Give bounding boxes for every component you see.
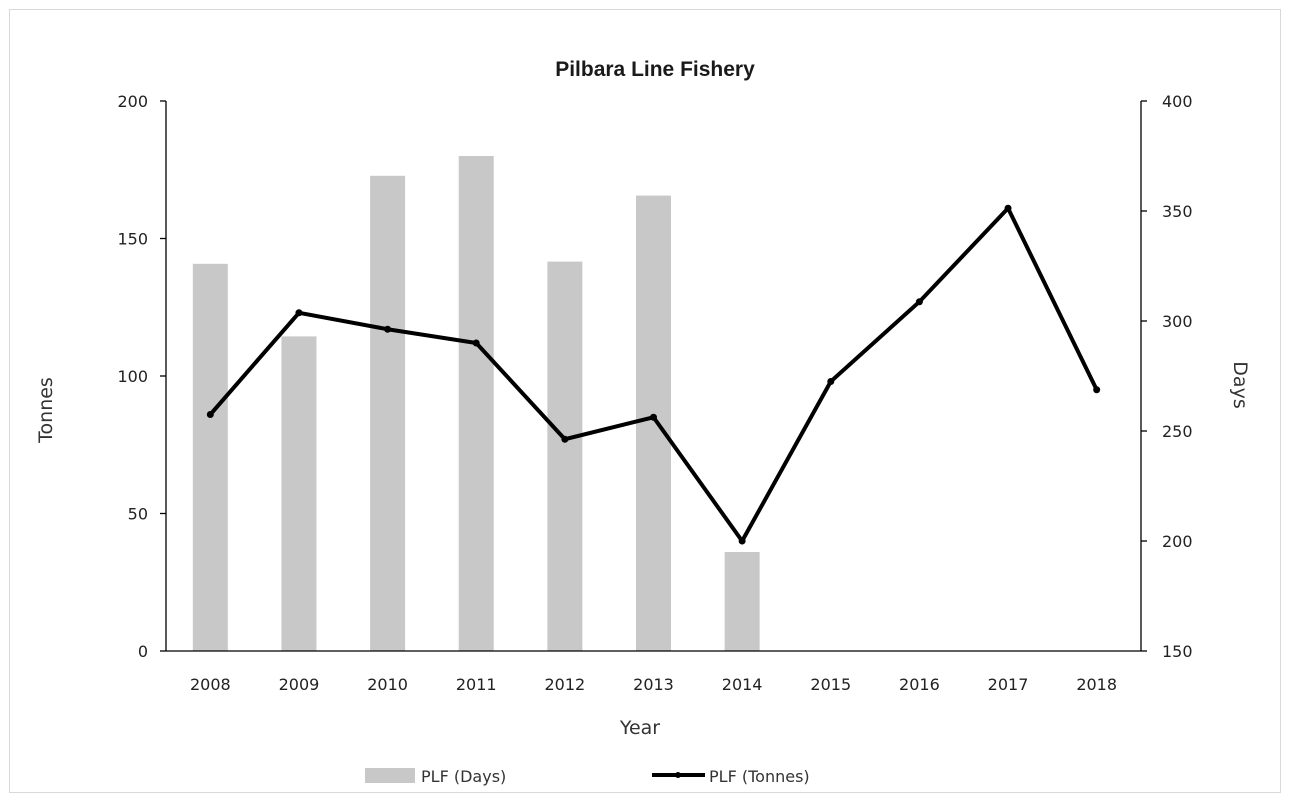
point-tonnes	[206, 411, 214, 418]
x-tick-label: 2008	[190, 675, 231, 694]
legend-swatch-days	[365, 768, 415, 783]
x-tick-label: 2010	[367, 675, 408, 694]
x-tick-label: 2012	[545, 675, 586, 694]
y-axis-right-title: Days	[1229, 361, 1251, 408]
x-tick-label: 2016	[899, 675, 940, 694]
point-tonnes	[384, 325, 392, 333]
x-tick-label: 2014	[722, 675, 763, 694]
bars-group	[192, 156, 760, 652]
x-tick-label: 2009	[279, 675, 320, 694]
line-group	[206, 204, 1101, 545]
point-tonnes	[1004, 204, 1012, 212]
y-left-tick-label: 150	[117, 230, 148, 249]
bar-days	[724, 552, 760, 651]
point-tonnes	[827, 378, 835, 385]
point-tonnes	[915, 298, 923, 306]
ticks-group: 0 50 100 150 200 150 200 250 300 350 400 2008 2009 20…	[117, 92, 1192, 694]
x-axis-title: Year	[619, 717, 660, 739]
x-tick-label: 2013	[633, 675, 674, 694]
legend-marker-tonnes	[675, 772, 681, 778]
x-tick-label: 2017	[988, 675, 1029, 694]
bar-days	[192, 263, 228, 651]
y-right-tick-label: 400	[1162, 92, 1193, 111]
axes-group	[160, 100, 1147, 652]
x-tick-label: 2015	[810, 675, 851, 694]
y-axis-left-title: Tonnes	[35, 377, 57, 444]
bar-days	[636, 195, 671, 651]
point-tonnes	[650, 413, 657, 421]
y-right-tick-label: 250	[1162, 422, 1193, 441]
legend: PLF (Days) PLF (Tonnes)	[365, 767, 810, 786]
bar-days	[547, 261, 583, 651]
bar-days	[281, 336, 317, 651]
y-right-tick-label: 150	[1162, 642, 1193, 661]
x-tick-label: 2011	[456, 675, 497, 694]
y-left-tick-label: 200	[117, 92, 148, 111]
bar-days	[370, 175, 406, 652]
legend-label-days: PLF (Days)	[421, 767, 506, 786]
y-right-tick-label: 350	[1162, 202, 1193, 221]
chart-title: Pilbara Line Fishery	[555, 58, 755, 81]
point-tonnes	[738, 537, 746, 545]
y-left-tick-label: 0	[138, 642, 148, 661]
point-tonnes	[295, 309, 303, 317]
bar-days	[458, 156, 494, 651]
y-left-tick-label: 100	[117, 367, 148, 386]
point-tonnes	[1093, 386, 1101, 394]
y-right-tick-label: 200	[1162, 532, 1193, 551]
point-tonnes	[472, 339, 480, 347]
y-left-tick-label: 50	[128, 505, 148, 524]
point-tonnes	[561, 435, 569, 443]
legend-label-tonnes: PLF (Tonnes)	[709, 767, 810, 786]
y-right-tick-label: 300	[1162, 312, 1193, 331]
x-tick-label: 2018	[1076, 675, 1117, 694]
